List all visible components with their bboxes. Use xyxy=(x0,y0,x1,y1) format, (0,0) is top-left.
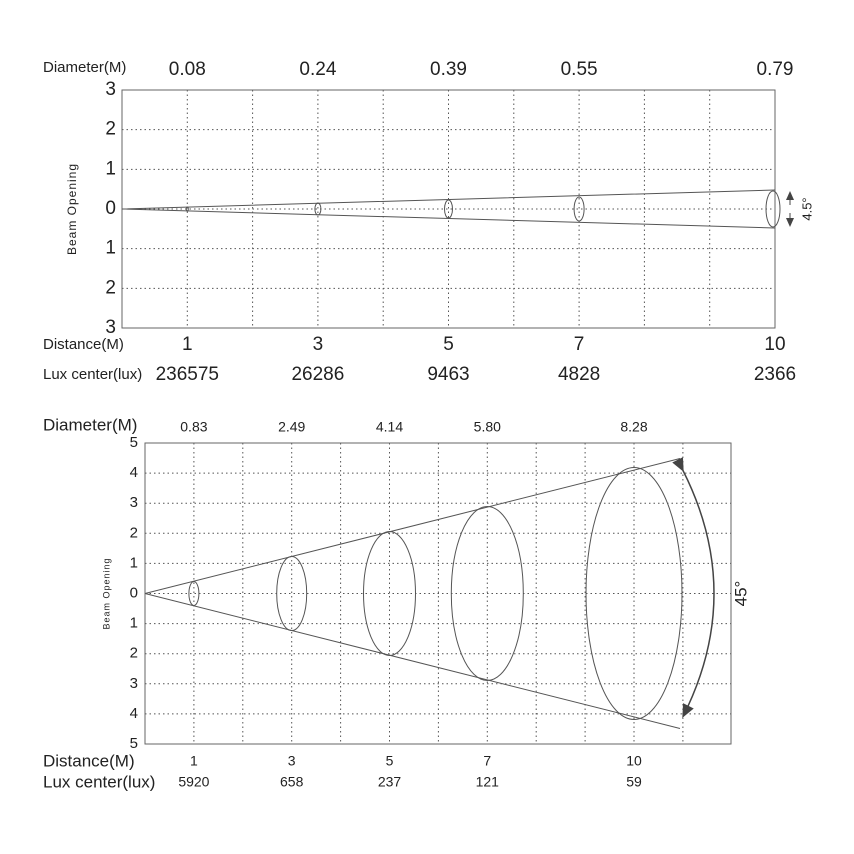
lux-label: Lux center(lux) xyxy=(43,772,155,791)
y-tick-label: 1 xyxy=(130,554,138,571)
lux-label: Lux center(lux) xyxy=(43,366,142,383)
distance-value: 7 xyxy=(483,753,491,769)
diameter-label: Diameter(M) xyxy=(43,415,137,434)
lux-value: 4828 xyxy=(558,364,600,385)
axis-title: Beam Opening xyxy=(65,163,79,255)
beam-section xyxy=(314,202,322,216)
diameter-value: 4.14 xyxy=(376,419,403,435)
beam-edge xyxy=(144,458,681,729)
y-tick-label: 1 xyxy=(105,238,116,259)
angle-label: 4.5° xyxy=(799,197,814,220)
distance-value: 1 xyxy=(190,753,198,769)
y-tick-label: 3 xyxy=(130,675,138,692)
y-tick-label: 3 xyxy=(105,79,116,100)
lux-value: 121 xyxy=(476,774,500,790)
beam-edge xyxy=(121,189,776,229)
beam-section xyxy=(573,196,585,222)
distance-label: Distance(M) xyxy=(43,336,124,353)
y-tick-label: 3 xyxy=(105,317,116,338)
axis-title: Beam Opening xyxy=(101,557,111,629)
diameter-value: 0.39 xyxy=(430,59,467,80)
diameter-value: 0.08 xyxy=(169,59,206,80)
y-tick-label: 2 xyxy=(105,277,116,298)
y-tick-label: 5 xyxy=(130,434,138,451)
lux-value: 2366 xyxy=(754,364,796,385)
y-tick-label: 4 xyxy=(130,464,138,481)
diameter-value: 0.79 xyxy=(757,59,794,80)
lux-value: 5920 xyxy=(178,774,209,790)
beam-section xyxy=(765,190,781,228)
angle-label: 45° xyxy=(731,581,750,607)
diameter-value: 2.49 xyxy=(278,419,305,435)
lux-value: 59 xyxy=(626,774,642,790)
distance-value: 5 xyxy=(386,753,394,769)
y-tick-label: 2 xyxy=(130,645,138,662)
y-tick-label: 2 xyxy=(130,524,138,541)
beam-section xyxy=(276,556,308,631)
lux-value: 236575 xyxy=(156,364,219,385)
distance-value: 7 xyxy=(574,334,585,355)
beam-section xyxy=(185,206,189,212)
lux-value: 237 xyxy=(378,774,402,790)
y-tick-label: 2 xyxy=(105,119,116,140)
beam-section xyxy=(188,581,200,606)
distance-value: 10 xyxy=(764,334,785,355)
diameter-label: Diameter(M) xyxy=(43,59,126,76)
diameter-value: 0.24 xyxy=(299,59,336,80)
diameter-value: 0.55 xyxy=(561,59,598,80)
distance-value: 3 xyxy=(313,334,324,355)
y-tick-label: 4 xyxy=(130,705,138,722)
plot-frame xyxy=(121,89,776,329)
y-tick-label: 3 xyxy=(130,494,138,511)
distance-label: Distance(M) xyxy=(43,751,135,770)
lux-value: 26286 xyxy=(291,364,344,385)
distance-value: 1 xyxy=(182,334,193,355)
diameter-value: 8.28 xyxy=(620,419,647,435)
distance-value: 3 xyxy=(288,753,296,769)
beam-section xyxy=(450,506,524,681)
y-tick-label: 1 xyxy=(130,615,138,632)
beam-section xyxy=(444,199,453,219)
diameter-value: 0.83 xyxy=(180,419,207,435)
y-tick-label: 1 xyxy=(105,158,116,179)
beam-section xyxy=(363,531,416,656)
lux-value: 9463 xyxy=(427,364,469,385)
angle-arrow xyxy=(672,457,715,718)
y-tick-label: 0 xyxy=(105,198,116,219)
y-tick-label: 0 xyxy=(130,584,138,601)
diameter-value: 5.80 xyxy=(474,419,501,435)
lux-value: 658 xyxy=(280,774,304,790)
distance-value: 10 xyxy=(626,753,642,769)
y-tick-label: 5 xyxy=(130,735,138,752)
distance-value: 5 xyxy=(443,334,454,355)
